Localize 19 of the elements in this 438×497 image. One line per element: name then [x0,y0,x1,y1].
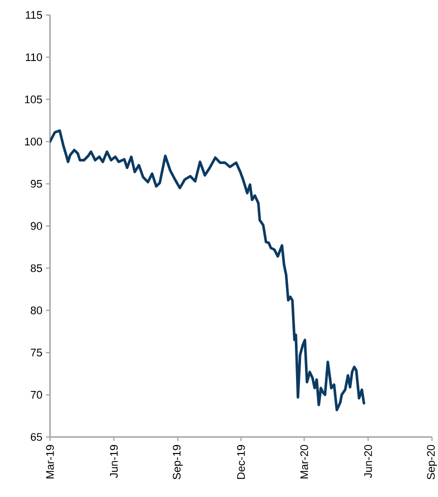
y-tick-label: 110 [26,53,42,62]
x-tick-label: Jun-20 [364,444,372,478]
x-tick-label: Jun-19 [110,445,118,478]
y-tick-label: 105 [25,96,42,104]
y-tick-label: 115 [26,11,42,19]
y-tick-label: 85 [30,264,42,272]
y-tick-label: 95 [30,180,42,188]
y-tick-label: 70 [30,390,42,399]
x-tick-label: Sep-20 [427,444,437,480]
y-tick-label: 75 [30,348,42,356]
y-tick-label: 80 [30,306,42,314]
x-tick-label: Mar-19 [46,445,54,478]
line-series [50,129,366,412]
x-tick-label: Mar-20 [300,444,308,478]
x-tick-label: Dec-19 [237,445,245,479]
x-tick-label: Sep-19 [172,445,183,480]
y-tick-label: 65 [30,433,42,441]
y-tick-label: 90 [30,222,42,230]
y-tick-label: 100 [25,138,42,146]
